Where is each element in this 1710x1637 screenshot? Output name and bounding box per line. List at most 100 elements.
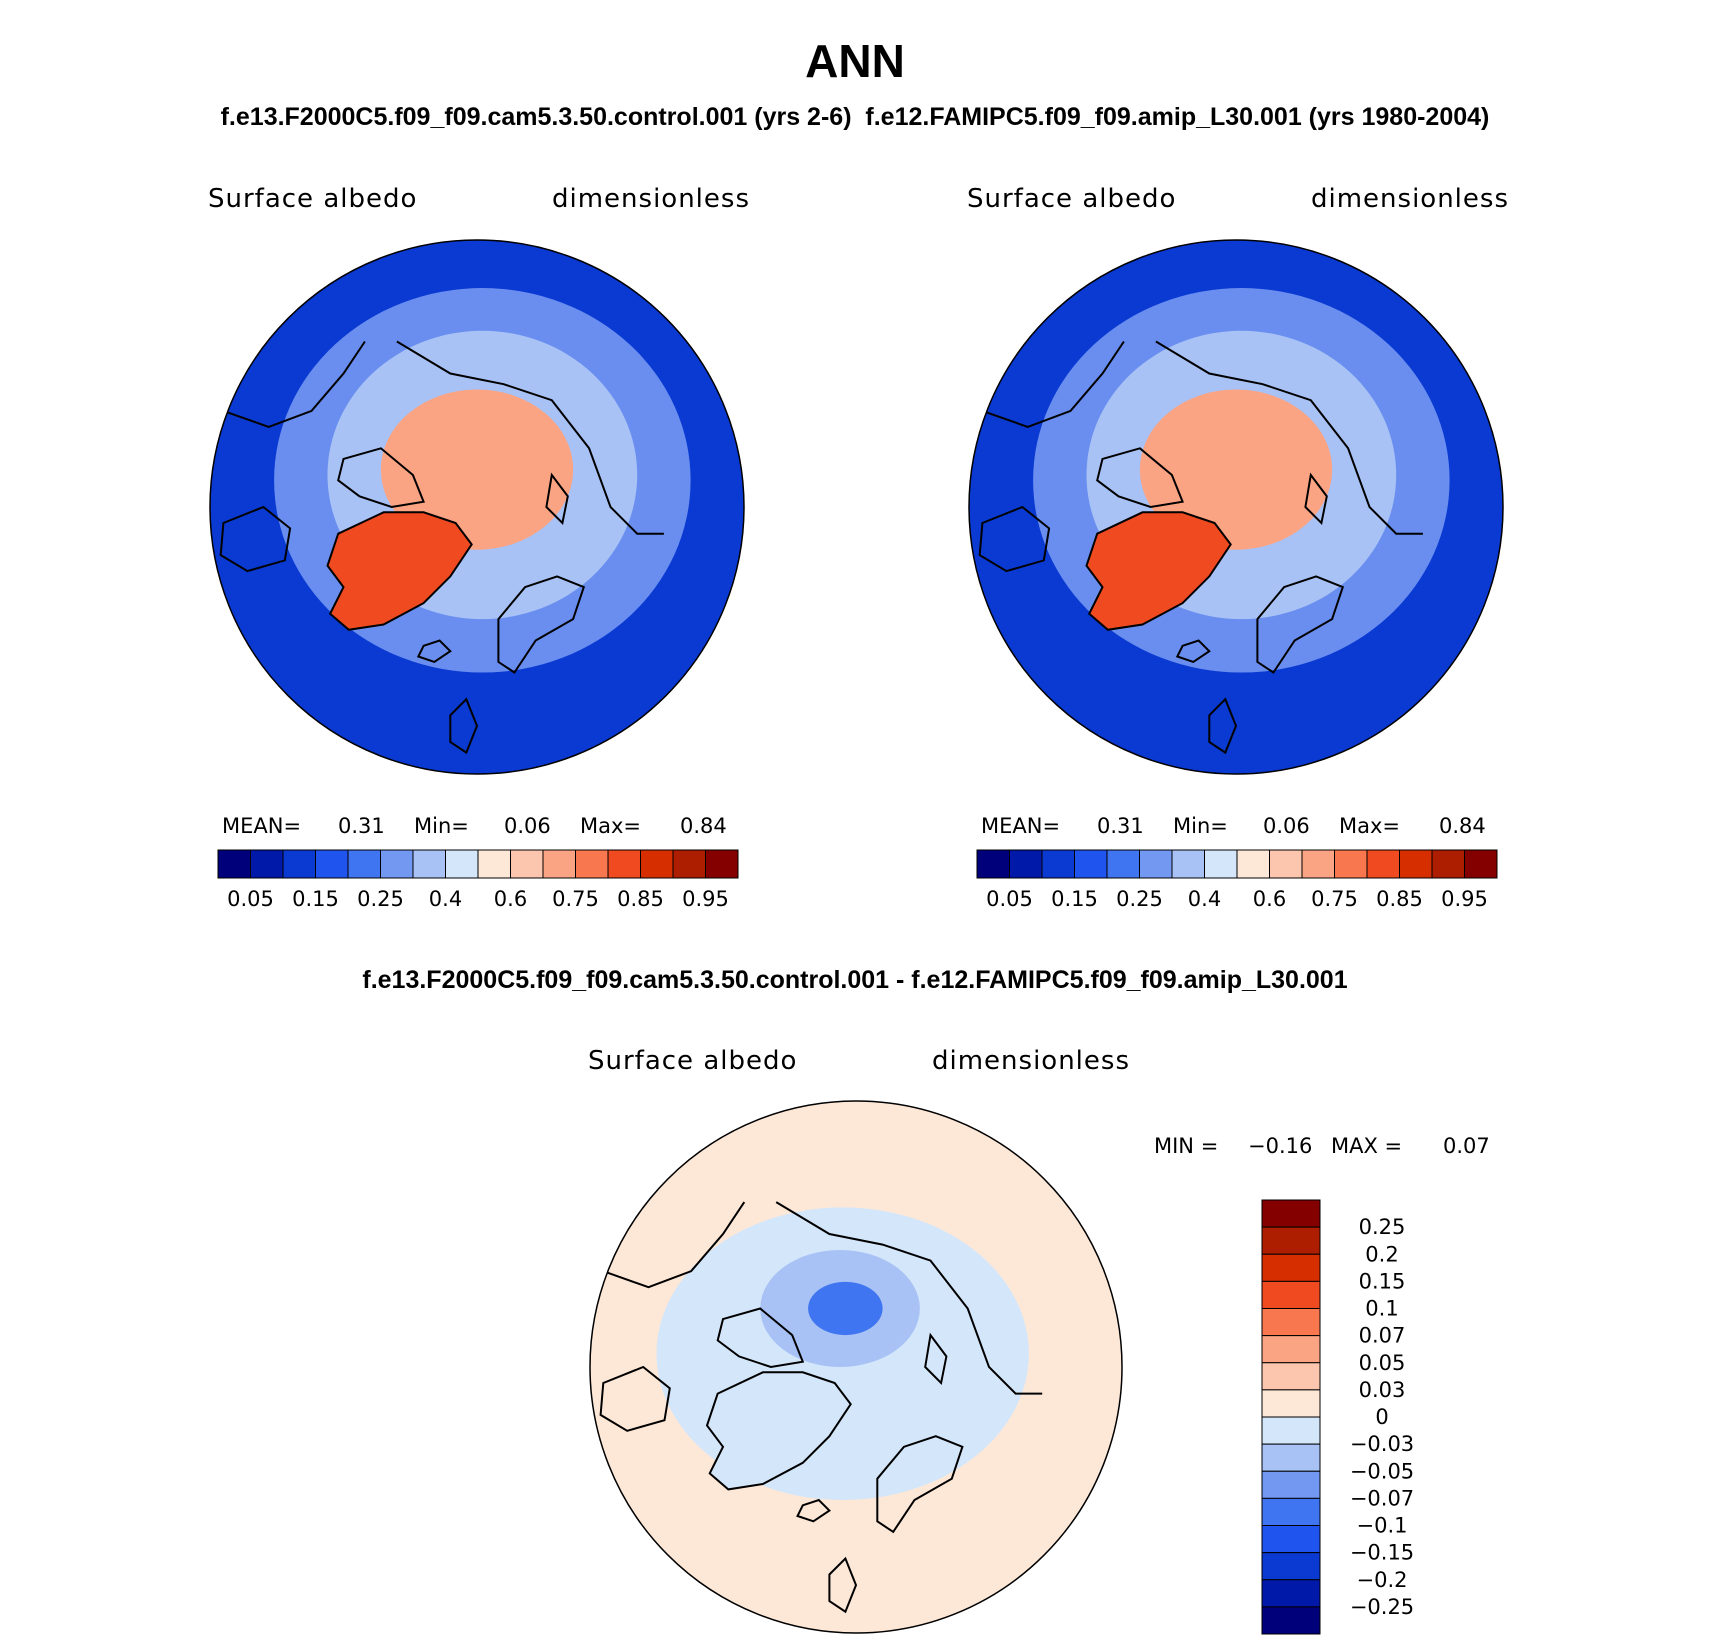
colorbar-tick-label: 0.85 bbox=[1376, 887, 1423, 911]
colorbar-swatch bbox=[380, 849, 414, 879]
panel1-mean-label: MEAN= bbox=[222, 814, 302, 838]
field-greenland bbox=[326, 511, 473, 631]
panel3-polar-map bbox=[589, 1100, 1123, 1634]
diff-title: f.e13.F2000C5.f09_f09.cam5.3.50.control.… bbox=[362, 966, 1348, 994]
colorbar-swatch bbox=[1106, 849, 1140, 879]
field-greenland bbox=[1085, 511, 1232, 631]
colorbar-swatch bbox=[1261, 1497, 1321, 1526]
colorbar-tick-label: 0.07 bbox=[1359, 1324, 1406, 1348]
coast-scandinavia bbox=[876, 1435, 964, 1534]
colorbar-swatch bbox=[1261, 1253, 1321, 1282]
colorbar-tick-label: −0.2 bbox=[1357, 1568, 1408, 1592]
colorbar-swatch bbox=[217, 849, 251, 879]
panel2-units: dimensionless bbox=[1311, 184, 1509, 214]
coast-iceland bbox=[1175, 639, 1211, 664]
colorbar-tick-label: 0.95 bbox=[1441, 887, 1488, 911]
coast-novaya-zemlya bbox=[1304, 472, 1328, 526]
figure-title: ANN bbox=[805, 35, 905, 87]
colorbar-swatch bbox=[445, 849, 479, 879]
panel2-min-value: 0.06 bbox=[1263, 814, 1310, 838]
colorbar-swatch bbox=[1041, 849, 1075, 879]
panel3-units: dimensionless bbox=[932, 1046, 1130, 1076]
colorbar-swatch bbox=[705, 849, 739, 879]
colorbar-swatch bbox=[477, 849, 511, 879]
field-arctic-center bbox=[808, 1281, 883, 1336]
colorbar-swatch bbox=[1334, 849, 1368, 879]
panel2-polar-map bbox=[968, 239, 1504, 775]
colorbar-swatch bbox=[250, 849, 284, 879]
field-greenland bbox=[705, 1371, 852, 1491]
colorbar-tick-label: 0.4 bbox=[1188, 887, 1221, 911]
colorbar-tick-label: 0.15 bbox=[1051, 887, 1098, 911]
coast-scandinavia bbox=[497, 575, 586, 674]
panel3-max-value: 0.07 bbox=[1443, 1134, 1490, 1158]
colorbar-swatch bbox=[575, 849, 609, 879]
colorbar-swatch bbox=[1261, 1443, 1321, 1472]
coast-novaya-zemlya bbox=[545, 472, 569, 526]
panel3-min-label: MIN = bbox=[1154, 1134, 1219, 1158]
colorbar-swatch bbox=[1261, 1579, 1321, 1608]
colorbar-swatch bbox=[1261, 1362, 1321, 1391]
colorbar-swatch bbox=[315, 849, 349, 879]
panel3-max-label: MAX = bbox=[1331, 1134, 1403, 1158]
panel1-min-label: Min= bbox=[414, 814, 469, 838]
colorbar-swatch bbox=[1261, 1280, 1321, 1309]
colorbar-tick-label: 0.75 bbox=[552, 887, 599, 911]
colorbar-tick-label: −0.05 bbox=[1350, 1459, 1414, 1483]
colorbar-swatch bbox=[1261, 1552, 1321, 1581]
panel3-min-value: −0.16 bbox=[1248, 1134, 1313, 1158]
colorbar-swatch bbox=[607, 849, 641, 879]
coast-canadian-archipelago bbox=[1096, 447, 1184, 509]
coast-scandinavia bbox=[1256, 575, 1345, 674]
colorbar-tick-label: 0.6 bbox=[1253, 887, 1286, 911]
colorbar-tick-label: −0.07 bbox=[1350, 1486, 1414, 1510]
colorbar-tick-label: 0.2 bbox=[1365, 1242, 1398, 1266]
colorbar-swatch bbox=[976, 849, 1010, 879]
panel2-mean-label: MEAN= bbox=[981, 814, 1061, 838]
colorbar-swatch bbox=[1261, 1470, 1321, 1499]
panel2-colorbar: 0.05 0.15 0.25 0.4 0.6 0.75 0.85 0.95 bbox=[976, 849, 1498, 911]
colorbar-swatch bbox=[1399, 849, 1433, 879]
map-boundary bbox=[209, 239, 745, 775]
colorbar-tick-label: −0.15 bbox=[1350, 1541, 1414, 1565]
colorbar-swatch bbox=[1009, 849, 1043, 879]
colorbar-swatch bbox=[1464, 849, 1498, 879]
colorbar-tick-label: −0.03 bbox=[1350, 1432, 1414, 1456]
coast-alaska bbox=[223, 340, 366, 428]
map-boundary bbox=[589, 1100, 1123, 1634]
colorbar-tick-label: 0.05 bbox=[986, 887, 1033, 911]
colorbar-swatch bbox=[1269, 849, 1303, 879]
coast-canadian-archipelago bbox=[716, 1307, 805, 1369]
panel3-variable: Surface albedo bbox=[588, 1046, 798, 1076]
field-arctic-sea-ice bbox=[1139, 389, 1333, 550]
colorbar-tick-label: 0.15 bbox=[292, 887, 339, 911]
colorbar-swatch bbox=[1261, 1308, 1321, 1337]
colorbar-swatch bbox=[347, 849, 381, 879]
panel2-min-label: Min= bbox=[1173, 814, 1228, 838]
colorbar-swatch bbox=[1261, 1525, 1321, 1554]
colorbar-swatch bbox=[1261, 1226, 1321, 1255]
coast-alaska bbox=[982, 340, 1125, 428]
colorbar-swatch bbox=[1301, 849, 1335, 879]
panel1-max-label: Max= bbox=[580, 814, 642, 838]
panel2-max-label: Max= bbox=[1339, 814, 1401, 838]
panel1-polar-map bbox=[209, 239, 745, 775]
coast-iceland bbox=[416, 639, 452, 664]
coast-siberia bbox=[1155, 340, 1423, 535]
panel1-mean-value: 0.31 bbox=[338, 814, 385, 838]
coast-hudson-bay bbox=[599, 1365, 671, 1432]
colorbar-tick-label: 0.03 bbox=[1359, 1378, 1406, 1402]
coast-novaya-zemlya bbox=[924, 1332, 948, 1386]
colorbar-swatch bbox=[1261, 1416, 1321, 1445]
colorbar-swatch bbox=[1261, 1199, 1321, 1228]
colorbar-swatch bbox=[1261, 1606, 1321, 1635]
cases-title: f.e13.F2000C5.f09_f09.cam5.3.50.control.… bbox=[220, 103, 1490, 131]
colorbar-swatch bbox=[1366, 849, 1400, 879]
coast-siberia bbox=[396, 340, 664, 535]
colorbar-tick-label: 0.25 bbox=[357, 887, 404, 911]
colorbar-swatch bbox=[672, 849, 706, 879]
colorbar-swatch bbox=[412, 849, 446, 879]
field-arctic-sea-ice bbox=[380, 389, 574, 550]
colorbar-tick-label: 0 bbox=[1375, 1405, 1388, 1429]
coast-hudson-bay bbox=[219, 505, 292, 573]
